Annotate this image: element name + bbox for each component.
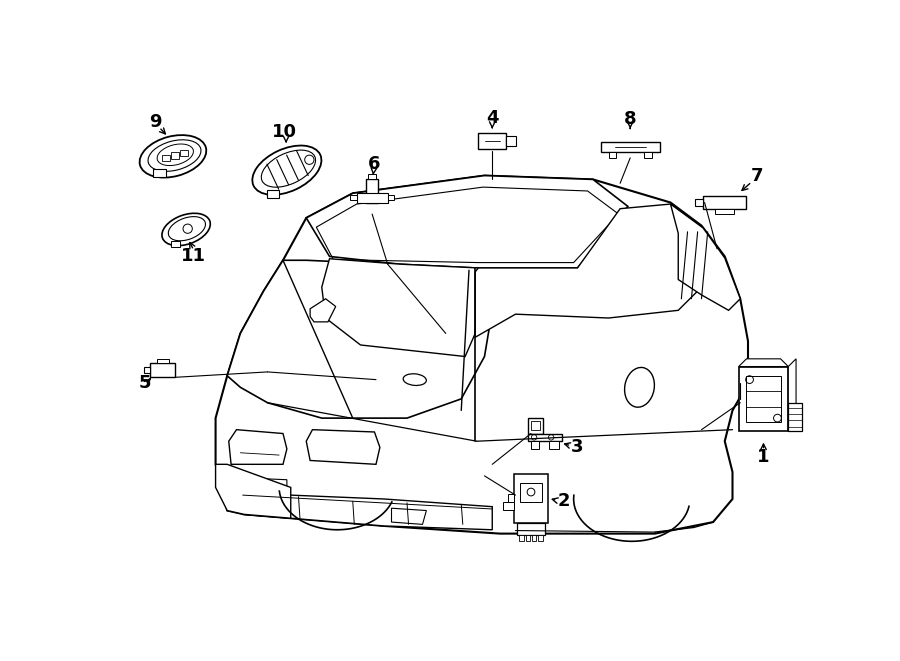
- Polygon shape: [356, 192, 388, 202]
- Polygon shape: [608, 153, 617, 158]
- Polygon shape: [153, 169, 166, 177]
- Polygon shape: [532, 535, 536, 541]
- Polygon shape: [157, 359, 169, 364]
- Polygon shape: [703, 196, 746, 209]
- Polygon shape: [788, 403, 802, 431]
- Ellipse shape: [140, 135, 206, 178]
- Polygon shape: [519, 535, 524, 541]
- Text: 8: 8: [624, 110, 636, 128]
- Polygon shape: [670, 204, 740, 310]
- Polygon shape: [531, 442, 539, 449]
- Ellipse shape: [403, 373, 427, 385]
- Polygon shape: [528, 418, 544, 434]
- Text: 4: 4: [486, 109, 499, 127]
- Polygon shape: [366, 179, 378, 202]
- Polygon shape: [475, 204, 701, 337]
- Polygon shape: [644, 153, 652, 158]
- Polygon shape: [392, 508, 427, 524]
- Text: 11: 11: [182, 247, 206, 266]
- Polygon shape: [538, 535, 543, 541]
- Polygon shape: [350, 195, 356, 200]
- Polygon shape: [144, 368, 150, 373]
- Polygon shape: [150, 364, 176, 377]
- Text: 9: 9: [148, 112, 161, 131]
- Polygon shape: [306, 430, 380, 464]
- Polygon shape: [508, 494, 514, 510]
- Polygon shape: [248, 478, 287, 494]
- Polygon shape: [388, 195, 394, 200]
- Polygon shape: [322, 258, 478, 356]
- Text: 6: 6: [368, 155, 381, 173]
- Polygon shape: [310, 299, 336, 322]
- Polygon shape: [517, 523, 545, 535]
- Polygon shape: [227, 260, 492, 418]
- Text: 7: 7: [752, 167, 763, 184]
- Polygon shape: [243, 491, 492, 529]
- Text: 2: 2: [557, 492, 570, 510]
- Polygon shape: [601, 141, 660, 153]
- Polygon shape: [503, 502, 514, 510]
- Polygon shape: [739, 367, 788, 431]
- Polygon shape: [549, 442, 559, 449]
- Text: 10: 10: [272, 123, 297, 141]
- Polygon shape: [171, 241, 180, 247]
- Ellipse shape: [252, 145, 321, 195]
- Text: 1: 1: [757, 447, 770, 465]
- Polygon shape: [788, 359, 796, 431]
- Text: 5: 5: [139, 375, 151, 393]
- Polygon shape: [696, 199, 703, 206]
- Polygon shape: [216, 176, 748, 533]
- Polygon shape: [267, 190, 279, 198]
- Polygon shape: [229, 430, 287, 464]
- Polygon shape: [306, 176, 628, 268]
- Ellipse shape: [162, 214, 211, 246]
- Polygon shape: [216, 464, 291, 518]
- Polygon shape: [514, 473, 548, 523]
- Text: 3: 3: [572, 438, 584, 456]
- Polygon shape: [716, 209, 734, 214]
- Polygon shape: [739, 359, 788, 367]
- Polygon shape: [526, 535, 530, 541]
- Polygon shape: [528, 434, 562, 442]
- Polygon shape: [368, 174, 376, 179]
- Polygon shape: [478, 134, 506, 149]
- Polygon shape: [506, 136, 516, 146]
- Ellipse shape: [625, 368, 654, 407]
